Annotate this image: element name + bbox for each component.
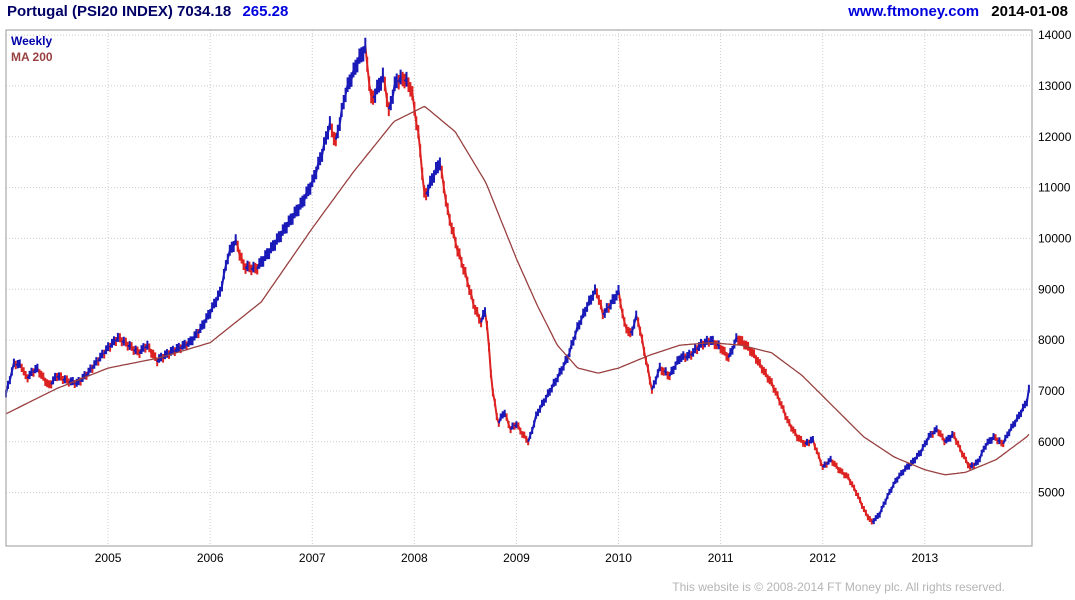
svg-text:5000: 5000: [1038, 486, 1065, 500]
svg-text:2011: 2011: [708, 551, 734, 565]
plot-border: [5, 29, 1033, 547]
svg-text:9000: 9000: [1038, 282, 1065, 296]
ma200-line: [5, 105, 1030, 476]
legend-weekly-label: Weekly: [11, 34, 53, 48]
copyright-footer: This website is © 2008-2014 FT Money plc…: [672, 580, 1005, 594]
instrument-title: Portugal (PSI20 INDEX) 7034.18: [7, 3, 232, 20]
price-change: 265.28: [242, 3, 289, 20]
svg-text:2010: 2010: [605, 551, 632, 565]
svg-text:8000: 8000: [1038, 333, 1065, 347]
chart-legend: Weekly MA 200: [11, 33, 53, 65]
ftmoney-link[interactable]: www.ftmoney.com: [848, 3, 980, 20]
svg-text:7000: 7000: [1038, 384, 1065, 398]
grid-lines: [6, 30, 1032, 546]
weekly-candles-down: [13, 45, 1005, 525]
x-axis-labels: 2005 2006 2007 2008 2009 2010 2011 2012 2013: [95, 551, 939, 565]
svg-text:2007: 2007: [299, 551, 326, 565]
y-axis-labels: 5000 6000 7000 8000 9000 10000 11000 12000 13000…: [1038, 28, 1072, 500]
svg-text:2005: 2005: [95, 551, 122, 565]
header-right: www.ftmoney.com 2014-01-08: [848, 3, 1068, 20]
legend-ma200-label: MA 200: [11, 50, 53, 64]
svg-text:14000: 14000: [1038, 28, 1072, 42]
svg-text:2009: 2009: [503, 551, 530, 565]
svg-text:2008: 2008: [401, 551, 428, 565]
svg-text:10000: 10000: [1038, 231, 1072, 245]
svg-text:2012: 2012: [809, 551, 836, 565]
svg-text:2013: 2013: [911, 551, 938, 565]
svg-text:2006: 2006: [197, 551, 224, 565]
weekly-candles-up: [5, 37, 1030, 525]
svg-text:6000: 6000: [1038, 435, 1065, 449]
chart-header: Portugal (PSI20 INDEX) 7034.18 265.28 ww…: [7, 3, 1068, 20]
svg-text:12000: 12000: [1038, 130, 1072, 144]
date-label: 2014-01-08: [991, 3, 1068, 20]
svg-text:11000: 11000: [1038, 181, 1071, 195]
svg-text:13000: 13000: [1038, 79, 1072, 93]
header-left: Portugal (PSI20 INDEX) 7034.18 265.28: [7, 3, 288, 20]
